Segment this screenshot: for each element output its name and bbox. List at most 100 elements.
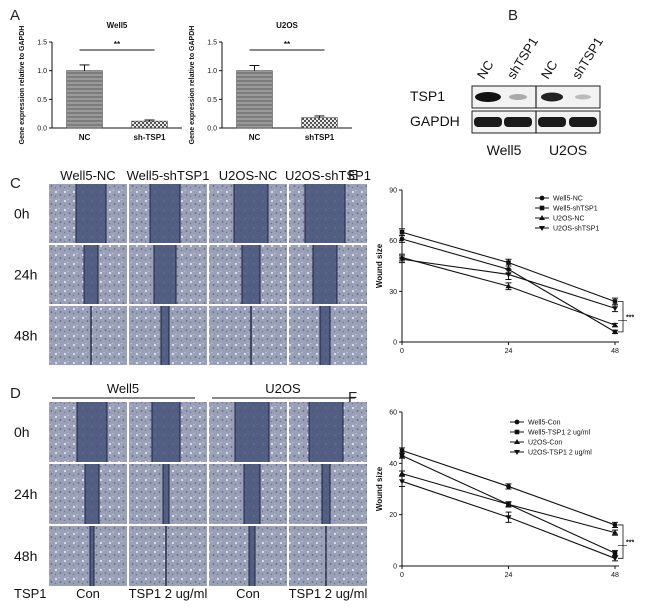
data-point [539, 205, 545, 211]
y-tick-label: 0.0 [207, 126, 217, 133]
data-point [505, 501, 512, 507]
data-point [612, 322, 618, 328]
blot-band-gapdh [538, 117, 566, 127]
micro-image [129, 526, 207, 586]
grid-row-label: 0h [14, 424, 30, 440]
grid-row-label: 48h [14, 328, 37, 344]
micro-image [289, 526, 367, 586]
y-axis-label: Gene expression relative to GAPDH [189, 26, 196, 145]
data-point [514, 439, 520, 444]
wound-gap [322, 464, 330, 524]
blot-cell-label: U2OS [549, 142, 587, 158]
y-tick-label: 0 [393, 564, 397, 571]
y-tick-label: 60 [389, 238, 397, 245]
blot-lane-label: NC [538, 58, 561, 82]
wound-gap [163, 464, 169, 524]
bar-chart-u2os: U2OS Gene expression relative to GAPDH 0.0… [189, 21, 352, 144]
wound-gap [309, 402, 343, 462]
y-axis-label: Gene expression relative to GAPDH [19, 26, 26, 145]
wound-gap [84, 245, 98, 304]
wound-gap [313, 245, 337, 304]
panel-letter-c: C [10, 175, 21, 192]
blot-lane-label: NC [474, 58, 497, 82]
grid-column-label: TSP1 2 ug/ml [129, 586, 208, 601]
data-point [612, 529, 618, 535]
legend-label: U2OS-Con [528, 440, 562, 447]
grid-row-label: 24h [14, 267, 37, 283]
y-tick-label: 1.5 [37, 40, 47, 47]
wound-gap [152, 402, 180, 462]
y-tick-label: 0 [393, 340, 397, 347]
bar-chart-well5: Well5 Gene expression relative to GAPDH 0.… [19, 21, 182, 144]
blot-band-gapdh [474, 117, 502, 127]
significance-bracket [618, 524, 624, 559]
micro-image [209, 306, 287, 365]
blot-cell-label: Well5 [487, 142, 522, 158]
group-label: U2OS [265, 381, 301, 396]
legend-label: Well5-NC [553, 196, 583, 203]
y-tick-label: 30 [389, 289, 397, 296]
y-tick-label: 1.0 [37, 68, 47, 75]
blot-row-label: TSP1 [410, 88, 445, 104]
bar-chart-title: Well5 [107, 21, 128, 30]
wound-gap [249, 526, 255, 586]
data-point [505, 283, 512, 289]
y-tick-label: 0.5 [207, 97, 217, 104]
grid-column-label: Con [236, 586, 260, 601]
legend-label: U2OS-TSP1 2 ug/ml [528, 450, 592, 457]
x-tick-label: 24 [505, 572, 513, 579]
significance-mark: *** [626, 315, 634, 322]
blot-lane-label: shTSP1 [569, 34, 606, 81]
grid-row-label: 0h [14, 206, 30, 222]
legend-label: Well5-shTSP1 [553, 206, 598, 213]
data-point [612, 306, 618, 312]
grid-column-label: Well5-shTSP1 [127, 168, 210, 183]
data-point [539, 215, 545, 220]
x-tick-label: shTSP1 [305, 133, 335, 142]
wound-gap [161, 306, 169, 365]
legend-label: Well5-TSP1 2 ug/ml [528, 430, 591, 437]
significance-mark: ** [284, 40, 291, 49]
x-tick-label: 48 [611, 572, 619, 579]
wound-gap [242, 245, 260, 304]
treatment-label: TSP1 [14, 586, 47, 601]
bar [236, 70, 273, 129]
micro-image [209, 526, 287, 586]
line-chart-wound-f: Wound size 0 20 40 60 0 24 48 Well5-Con Well5-TSP… [375, 410, 634, 580]
data-point [539, 226, 545, 231]
grid-column-label: TSP1 2 ug/ml [289, 586, 368, 601]
x-tick-label: NC [79, 133, 91, 142]
grid-row-label: 24h [14, 486, 37, 502]
bar-chart-title: U2OS [276, 21, 298, 30]
wound-healing-grid-c: Well5-NC Well5-shTSP1 U2OS-NC U2OS-shTSP1 0h… [14, 168, 371, 365]
y-tick-label: 1.5 [207, 40, 217, 47]
wound-gap [244, 464, 260, 524]
data-point [514, 450, 520, 455]
data-point [505, 515, 512, 521]
grid-column-label: Well5-NC [60, 168, 115, 183]
wound-gap [234, 184, 268, 243]
x-tick-label: 0 [400, 348, 404, 355]
data-point [505, 272, 512, 278]
panel-letter-d: D [10, 385, 21, 402]
y-tick-label: 0.5 [37, 97, 47, 104]
significance-bracket [618, 301, 624, 333]
legend-label: U2OS-NC [553, 216, 585, 223]
data-point [506, 260, 511, 265]
wound-gap [154, 245, 176, 304]
wound-gap [320, 306, 330, 365]
data-point [399, 257, 405, 263]
x-tick-label: 24 [505, 348, 513, 355]
blot-band-tsp1 [575, 94, 591, 100]
group-label: Well5 [107, 381, 139, 396]
x-tick-label: sh-TSP1 [133, 133, 166, 142]
data-point [612, 550, 618, 556]
y-tick-label: 1.0 [207, 68, 217, 75]
bar [301, 117, 338, 129]
y-tick-label: 0.0 [37, 126, 47, 133]
grid-column-label: U2OS-NC [219, 168, 278, 183]
data-point [399, 479, 405, 485]
panel-letter-e: E [348, 167, 358, 184]
legend-label: U2OS-shTSP1 [553, 226, 599, 233]
